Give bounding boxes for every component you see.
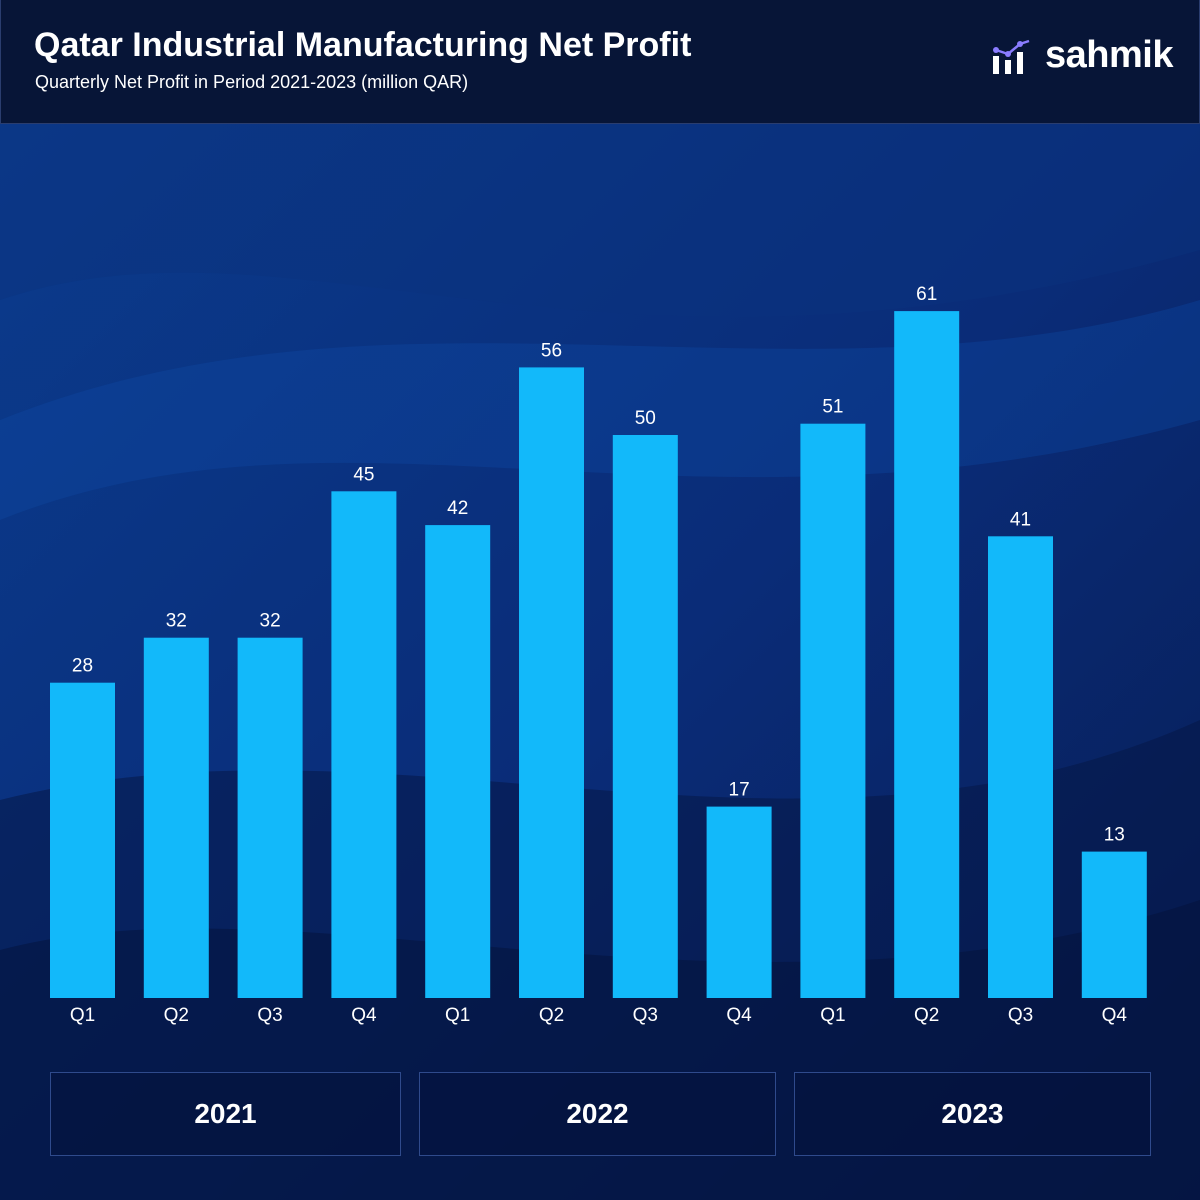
bar-5: [425, 525, 491, 998]
bar-7: [612, 435, 678, 998]
x-tick-label-1: Q1: [70, 1005, 95, 1026]
data-label-8: 17: [729, 780, 750, 801]
data-label-10: 61: [916, 284, 937, 305]
x-tick-label-4: Q4: [351, 1005, 377, 1026]
x-tick-label-9: Q1: [820, 1005, 845, 1026]
data-label-1: 28: [72, 656, 93, 677]
data-label-12: 13: [1104, 825, 1125, 846]
chart-title: Qatar Industrial Manufacturing Net Profi…: [34, 26, 692, 64]
brand-logo: sahmik: [991, 34, 1173, 78]
bar-1: [50, 682, 115, 998]
bar-3: [237, 637, 303, 998]
x-tick-label-6: Q2: [539, 1005, 564, 1026]
bar-9: [800, 423, 866, 998]
data-label-6: 56: [541, 340, 562, 361]
brand-name: sahmik: [1045, 34, 1173, 76]
data-label-9: 51: [822, 397, 843, 418]
data-label-7: 50: [635, 408, 656, 429]
year-group-2022: 2022: [419, 1072, 776, 1156]
data-label-4: 45: [353, 464, 374, 485]
bar-chart-logo-icon: [993, 39, 1030, 74]
year-group-2023: 2023: [794, 1072, 1151, 1156]
bar-4: [331, 491, 397, 998]
bar-10: [894, 311, 960, 999]
data-label-3: 32: [260, 611, 281, 632]
year-group-2021: 2021: [50, 1072, 401, 1156]
x-tick-label-7: Q3: [633, 1005, 658, 1026]
bar-6: [519, 367, 584, 998]
bar-12: [1081, 851, 1147, 998]
x-tick-label-3: Q3: [257, 1005, 282, 1026]
bar-2: [143, 637, 209, 998]
data-label-11: 41: [1010, 509, 1031, 530]
bar-8: [706, 806, 772, 998]
x-tick-label-12: Q4: [1102, 1005, 1128, 1026]
data-label-5: 42: [447, 498, 468, 519]
data-label-2: 32: [166, 611, 187, 632]
bar-11: [988, 536, 1053, 998]
x-tick-label-10: Q2: [914, 1005, 939, 1026]
chart-subtitle: Quarterly Net Profit in Period 2021-2023…: [35, 72, 469, 92]
x-tick-label-8: Q4: [726, 1005, 752, 1026]
x-tick-label-2: Q2: [164, 1005, 189, 1026]
x-tick-label-11: Q3: [1008, 1005, 1033, 1026]
x-tick-label-5: Q1: [445, 1005, 470, 1026]
